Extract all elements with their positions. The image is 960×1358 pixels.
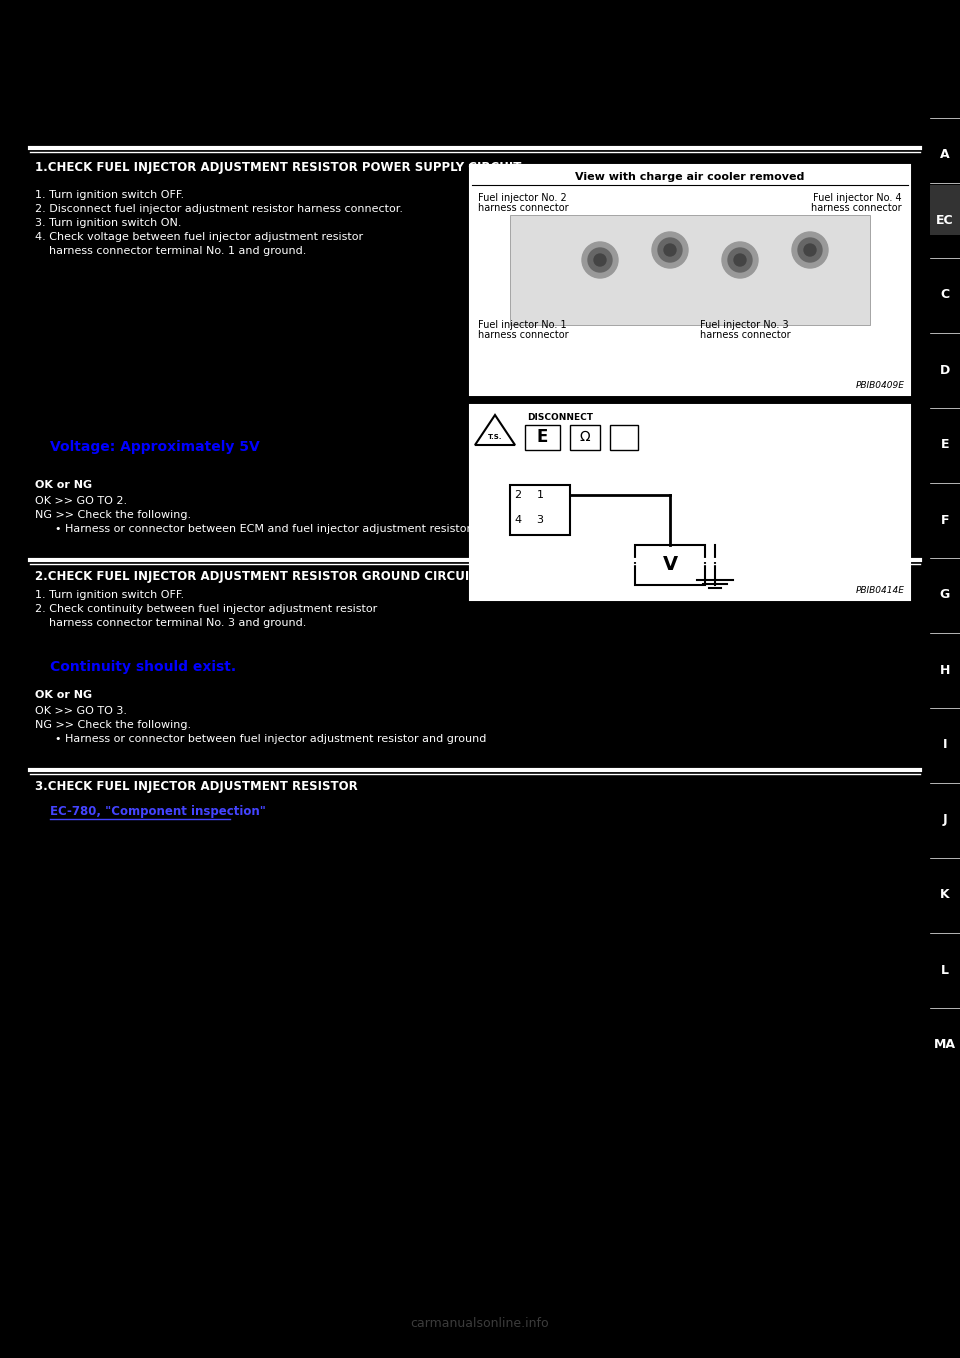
Circle shape [588, 249, 612, 272]
Text: NG >> Check the following.: NG >> Check the following. [35, 720, 191, 731]
Text: H: H [940, 664, 950, 676]
Bar [470, 166, 910, 395]
Text: L: L [941, 963, 949, 976]
Text: harness connector: harness connector [811, 202, 902, 213]
Bar [472, 167, 908, 392]
Text: 2: 2 [515, 490, 521, 500]
Circle shape [792, 232, 828, 268]
Text: MA: MA [934, 1039, 956, 1051]
Circle shape [664, 244, 676, 257]
Bar [30, 156, 920, 178]
Text: E: E [537, 428, 548, 445]
Bar [570, 425, 600, 449]
Bar [472, 407, 908, 598]
Circle shape [734, 254, 746, 266]
Text: I: I [943, 739, 948, 751]
Text: V: V [662, 555, 678, 574]
Bar [510, 485, 570, 535]
Text: 1: 1 [537, 490, 543, 500]
Text: 3. Turn ignition switch ON.: 3. Turn ignition switch ON. [35, 219, 181, 228]
Text: Voltage: Approximately 5V: Voltage: Approximately 5V [50, 440, 260, 454]
Text: G: G [940, 588, 950, 602]
Text: OK >> GO TO 3.: OK >> GO TO 3. [35, 706, 127, 716]
Text: • Harness or connector between fuel injector adjustment resistor and ground: • Harness or connector between fuel inje… [55, 735, 487, 744]
Text: D: D [940, 364, 950, 376]
Text: PBIB0414E: PBIB0414E [856, 587, 905, 595]
Text: A: A [940, 148, 949, 162]
Text: T.S.: T.S. [488, 435, 502, 440]
Text: Ω: Ω [580, 430, 590, 444]
Text: Fuel injector No. 3: Fuel injector No. 3 [700, 320, 788, 330]
Text: harness connector terminal No. 1 and ground.: harness connector terminal No. 1 and gro… [35, 246, 306, 257]
Text: OK or NG: OK or NG [35, 690, 92, 699]
Text: harness connector terminal No. 3 and ground.: harness connector terminal No. 3 and gro… [35, 618, 306, 627]
Text: 4. Check voltage between fuel injector adjustment resistor: 4. Check voltage between fuel injector a… [35, 232, 363, 242]
Text: 3: 3 [537, 515, 543, 526]
Text: C: C [941, 288, 949, 301]
Text: Continuity should exist.: Continuity should exist. [50, 660, 236, 674]
Text: Fuel injector No. 1: Fuel injector No. 1 [478, 320, 566, 330]
Text: E: E [941, 439, 949, 451]
Text: Fuel injector No. 2: Fuel injector No. 2 [478, 193, 566, 202]
Bar [930, 0, 960, 1358]
Circle shape [722, 242, 758, 278]
Circle shape [652, 232, 688, 268]
Circle shape [658, 238, 682, 262]
Circle shape [728, 249, 752, 272]
Text: 4: 4 [515, 515, 521, 526]
Text: DISCONNECT: DISCONNECT [527, 413, 593, 421]
Text: NG >> Check the following.: NG >> Check the following. [35, 511, 191, 520]
Text: J: J [943, 813, 948, 827]
Text: harness connector: harness connector [478, 330, 568, 340]
Text: EC: EC [936, 213, 954, 227]
Text: OK >> GO TO 2.: OK >> GO TO 2. [35, 496, 127, 507]
Text: PBIB0409E: PBIB0409E [856, 382, 905, 390]
Bar [635, 545, 705, 585]
Text: 1.CHECK FUEL INJECTOR ADJUSTMENT RESISTOR POWER SUPPLY CIRCUIT: 1.CHECK FUEL INJECTOR ADJUSTMENT RESISTO… [35, 160, 521, 174]
Text: K: K [940, 888, 949, 902]
Bar [930, 185, 960, 235]
Bar [0, 0, 920, 145]
Text: carmanualsonline.info: carmanualsonline.info [411, 1317, 549, 1329]
Text: • Harness or connector between ECM and fuel injector adjustment resistor: • Harness or connector between ECM and f… [55, 524, 471, 534]
Bar [510, 215, 870, 325]
Text: 1. Turn ignition switch OFF.: 1. Turn ignition switch OFF. [35, 589, 184, 600]
Circle shape [798, 238, 822, 262]
Text: F: F [941, 513, 949, 527]
Text: 3.CHECK FUEL INJECTOR ADJUSTMENT RESISTOR: 3.CHECK FUEL INJECTOR ADJUSTMENT RESISTO… [35, 779, 358, 793]
Text: OK or NG: OK or NG [35, 479, 92, 490]
Circle shape [582, 242, 618, 278]
Text: 2. Disconnect fuel injector adjustment resistor harness connector.: 2. Disconnect fuel injector adjustment r… [35, 204, 403, 215]
Text: 1. Turn ignition switch OFF.: 1. Turn ignition switch OFF. [35, 190, 184, 200]
Text: EC-780, "Component inspection": EC-780, "Component inspection" [50, 805, 266, 818]
Text: View with charge air cooler removed: View with charge air cooler removed [575, 172, 804, 182]
Bar [525, 425, 560, 449]
Text: 2. Check continuity between fuel injector adjustment resistor: 2. Check continuity between fuel injecto… [35, 604, 377, 614]
Text: harness connector: harness connector [478, 202, 568, 213]
Circle shape [804, 244, 816, 257]
Text: harness connector: harness connector [700, 330, 791, 340]
Bar [470, 405, 910, 600]
Text: 2.CHECK FUEL INJECTOR ADJUSTMENT RESISTOR GROUND CIRCUIT: 2.CHECK FUEL INJECTOR ADJUSTMENT RESISTO… [35, 570, 477, 583]
Bar [610, 425, 638, 449]
Circle shape [594, 254, 606, 266]
Text: Fuel injector No. 4: Fuel injector No. 4 [813, 193, 902, 202]
